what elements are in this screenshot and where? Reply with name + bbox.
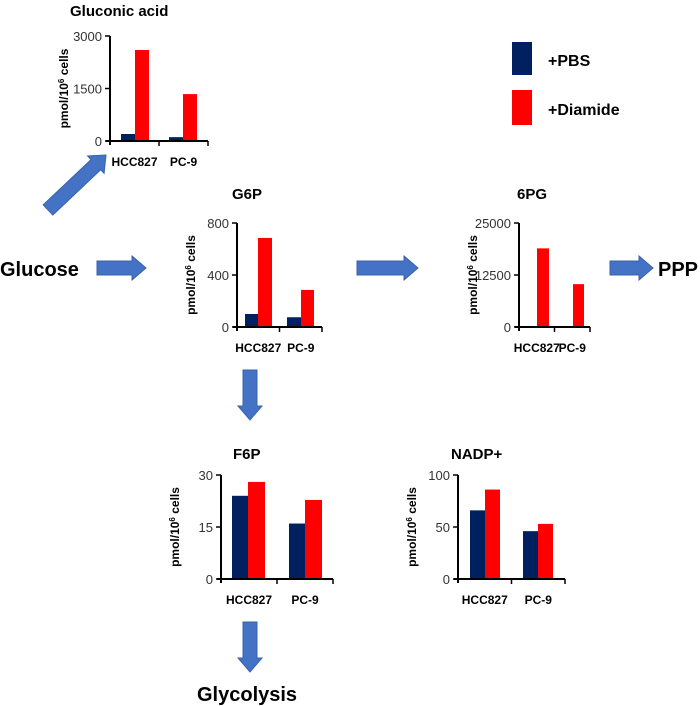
bar-pc-9-pbs [289, 523, 305, 579]
category-label: PC-9 [525, 593, 553, 607]
category-label: HCC827 [235, 341, 281, 355]
arrow-g6p-to-f6p [236, 369, 264, 421]
y-axis-label: pmol/106 cells [184, 235, 199, 315]
y-tick-label: 12500 [475, 268, 511, 283]
y-tick-label: 100 [428, 468, 450, 483]
legend: +PBS +Diamide [512, 42, 620, 125]
y-tick-label: 50 [436, 520, 450, 535]
y-axis-label: pmol/106 cells [405, 487, 420, 567]
y-tick-label: 0 [95, 134, 102, 149]
bar-pc-9-diamide [573, 284, 584, 327]
category-label: PC-9 [170, 155, 198, 169]
bar-pc-9-diamide [305, 499, 322, 579]
arrow-g6p-to-6pg [356, 254, 419, 282]
y-tick-label: 30 [199, 468, 213, 483]
arrow-f6p-to-glycolysis [236, 621, 264, 673]
y-tick-label: 3000 [73, 29, 102, 44]
node-ppp: PPP [658, 259, 698, 281]
y-axis-label: pmol/106 cells [168, 487, 183, 567]
category-label: HCC827 [514, 341, 560, 355]
chart-nadp: NADP+ 0 50 100 HCC827 PC-9 pmol/106 cells [405, 446, 566, 607]
arrow-6pg-to-ppp [609, 254, 654, 282]
bar-hcc827-pbs [470, 510, 485, 579]
chart-gluconic: Gluconic acid 0 1500 3000 HCC827 PC-9 pmol/106… [57, 3, 209, 169]
y-tick-label: 800 [207, 216, 229, 231]
bar-hcc827-diamide [258, 237, 272, 327]
category-label: HCC827 [226, 593, 272, 607]
chart-title: F6P [233, 446, 261, 463]
bar-hcc827-pbs [232, 495, 248, 579]
category-label: HCC827 [462, 593, 508, 607]
y-tick-label: 0 [206, 572, 213, 587]
y-tick-label: 0 [504, 320, 511, 335]
legend-label-pbs: +PBS [548, 53, 591, 70]
arrow-glucose-to-g6p [96, 254, 147, 282]
legend-label-diamide: +Diamide [548, 102, 620, 119]
bar-pc-9-pbs [287, 317, 301, 327]
category-label: PC-9 [291, 593, 319, 607]
chart-title: NADP+ [451, 446, 503, 463]
y-tick-label: 0 [443, 572, 450, 587]
bar-pc-9-diamide [538, 523, 553, 579]
chart-title: Gluconic acid [70, 3, 168, 20]
legend-swatch-diamide [512, 90, 532, 125]
chart-f6p: F6P 0 15 30 HCC827 PC-9 pmol/106 cells [168, 446, 334, 607]
bar-hcc827-diamide [537, 248, 549, 327]
chart-title: G6P [232, 186, 262, 203]
y-axis-label: pmol/106 cells [466, 235, 481, 315]
bar-pc-9-pbs [169, 137, 183, 141]
chart-g6p: G6P 0 400 800 HCC827 PC-9 pmol/106 cells [184, 186, 323, 355]
bar-pc-9-pbs [523, 531, 538, 579]
y-tick-label: 15 [199, 520, 213, 535]
category-label: PC-9 [287, 341, 315, 355]
bar-pc-9-diamide [301, 289, 314, 327]
bar-hcc827-diamide [135, 50, 149, 141]
arrow-glucose-to-gluconic [42, 154, 107, 216]
bar-hcc827-pbs [245, 314, 258, 327]
category-label: HCC827 [111, 155, 157, 169]
node-glycolysis: Glycolysis [197, 684, 297, 706]
y-tick-label: 0 [222, 320, 229, 335]
category-label: PC-9 [559, 341, 587, 355]
legend-swatch-pbs [512, 42, 532, 75]
y-tick-label: 400 [207, 268, 229, 283]
pathway-arrows [42, 154, 654, 673]
bar-pc-9-diamide [183, 94, 197, 141]
bar-hcc827-diamide [248, 481, 265, 579]
y-axis-label: pmol/106 cells [57, 48, 72, 128]
y-tick-label: 25000 [475, 216, 511, 231]
y-tick-label: 1500 [73, 82, 102, 97]
node-glucose: Glucose [0, 259, 79, 281]
chart-title: 6PG [517, 186, 547, 203]
bar-hcc827-diamide [485, 489, 500, 579]
bar-hcc827-pbs [121, 134, 135, 141]
